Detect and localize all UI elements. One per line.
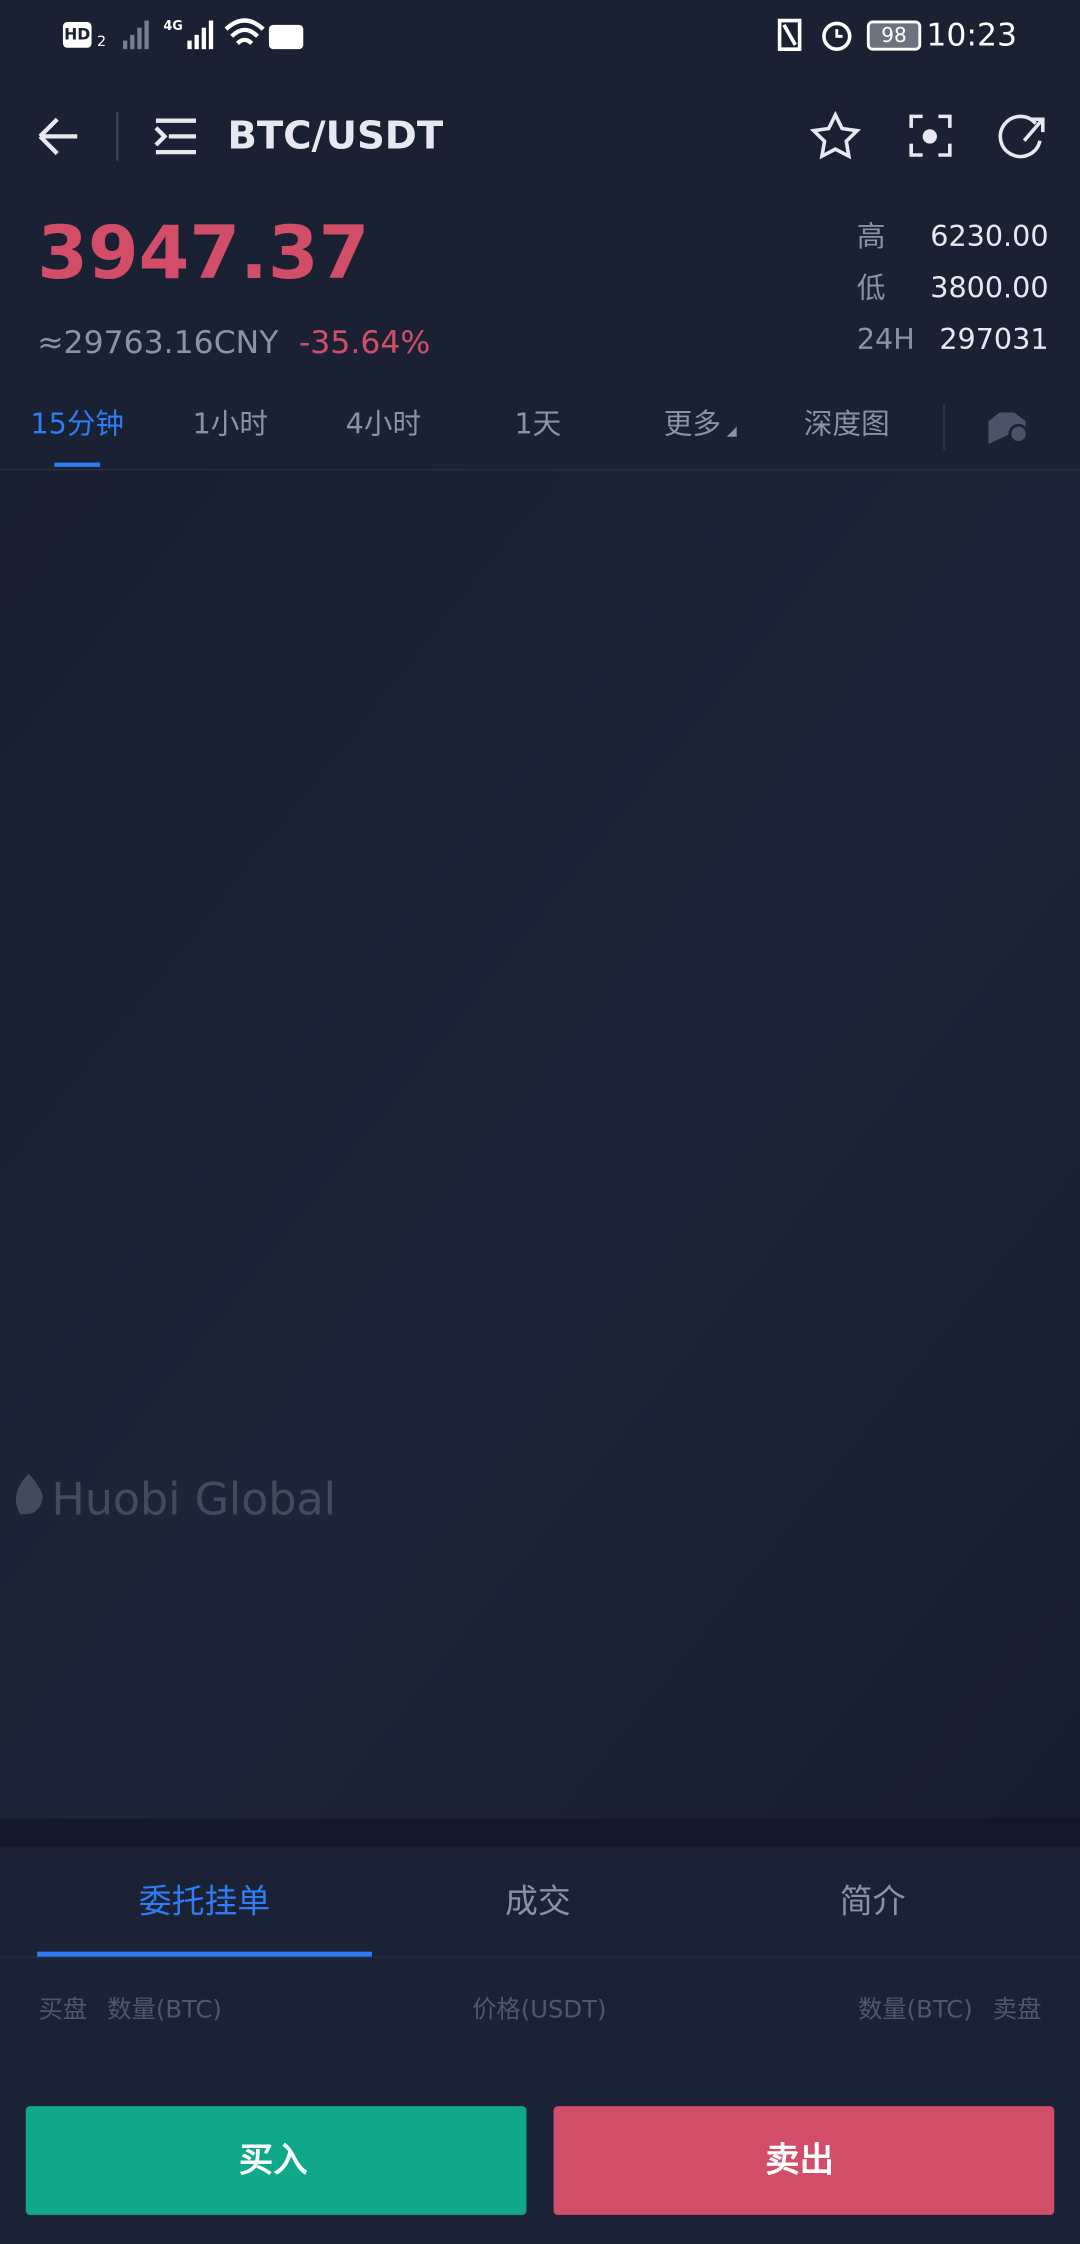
settings-button[interactable] — [988, 412, 1029, 444]
nfc-icon — [777, 18, 802, 51]
battery-level: 98 — [881, 23, 906, 47]
interval-tabs: 15分钟 1小时 4小时 1天 更多 深度图 — [30, 406, 890, 467]
alarm-hands — [835, 29, 843, 38]
order-tab[interactable]: 委托挂单 — [139, 1882, 271, 1921]
interval-tab[interactable]: 1天 — [514, 406, 561, 440]
pair-title: BTC/USDT — [227, 113, 443, 158]
interval-tab[interactable]: 更多 — [664, 406, 721, 440]
order-tabs: 委托挂单 成交 简介 — [37, 1882, 906, 1958]
interval-tab[interactable]: 4小时 — [346, 406, 421, 440]
stat-value: 6230.00 — [930, 219, 1048, 253]
order-tab[interactable]: 成交 — [505, 1882, 571, 1921]
settings-icon — [988, 412, 1026, 444]
order-tab-indicator — [37, 1951, 372, 1958]
menu-button[interactable] — [154, 118, 196, 155]
network-text: 4G — [163, 19, 183, 34]
sell-button[interactable] — [553, 2106, 1055, 2215]
screenshot-dot — [922, 129, 937, 144]
stat-value: 297031 — [939, 322, 1048, 356]
wifi-icon — [224, 18, 265, 46]
stat-label: 高 — [857, 219, 886, 253]
back-button[interactable] — [38, 117, 78, 156]
buy-label: 买入 — [239, 2140, 308, 2180]
interval-tab[interactable]: 1小时 — [193, 406, 268, 440]
order-tab[interactable]: 简介 — [840, 1882, 906, 1921]
chart-background — [0, 471, 1080, 1819]
divider-band — [0, 1818, 1080, 1848]
order-book-column: 买盘 — [39, 1994, 88, 2023]
sim-text: 2 — [97, 34, 106, 50]
cny-price: ≈29763.16CNY — [37, 325, 279, 361]
stats: 高 6230.00 低 3800.00 24H 297031 — [857, 219, 1049, 356]
alarm-icon — [822, 21, 852, 51]
interval-tab[interactable]: 15分钟 — [30, 406, 124, 440]
watermark-logo — [15, 1473, 43, 1515]
battery-icon — [866, 20, 922, 51]
last-price: 3947.37 — [37, 211, 369, 296]
share-button[interactable] — [998, 114, 1045, 159]
order-book-column: 数量(BTC) — [858, 1994, 973, 2023]
watermark-text: Huobi Global — [51, 1475, 336, 1526]
signal-icon — [123, 20, 149, 50]
sell-label: 卖出 — [765, 2140, 834, 2180]
briefcase-icon — [268, 24, 304, 50]
signal-icon-2 — [187, 20, 214, 50]
order-book-column: 数量(BTC) — [107, 1994, 222, 2023]
clock: 10:23 — [926, 17, 1017, 53]
buy-button[interactable] — [25, 2106, 527, 2215]
interval-tab[interactable]: 深度图 — [804, 406, 890, 440]
stat-label: 24H — [857, 322, 915, 356]
screenshot-button[interactable] — [909, 114, 952, 157]
active-tab-indicator — [54, 462, 101, 467]
order-book-column: 卖盘 — [993, 1994, 1042, 2023]
stat-label: 低 — [857, 270, 886, 304]
hd-text: HD — [64, 24, 90, 43]
favorite-button[interactable] — [809, 110, 861, 160]
hd-icon — [62, 21, 92, 48]
change-percent: -35.64% — [299, 325, 430, 361]
stat-value: 3800.00 — [930, 270, 1048, 304]
settings-gear — [1008, 423, 1029, 444]
order-book-column: 价格(USDT) — [472, 1994, 606, 2023]
order-book-header: 买盘 数量(BTC) 价格(USDT) 数量(BTC) 卖盘 — [39, 1994, 1042, 2023]
status-bar: HD 2 4G 98 10:23 — [62, 17, 1017, 53]
watermark: Huobi Global — [15, 1473, 336, 1526]
